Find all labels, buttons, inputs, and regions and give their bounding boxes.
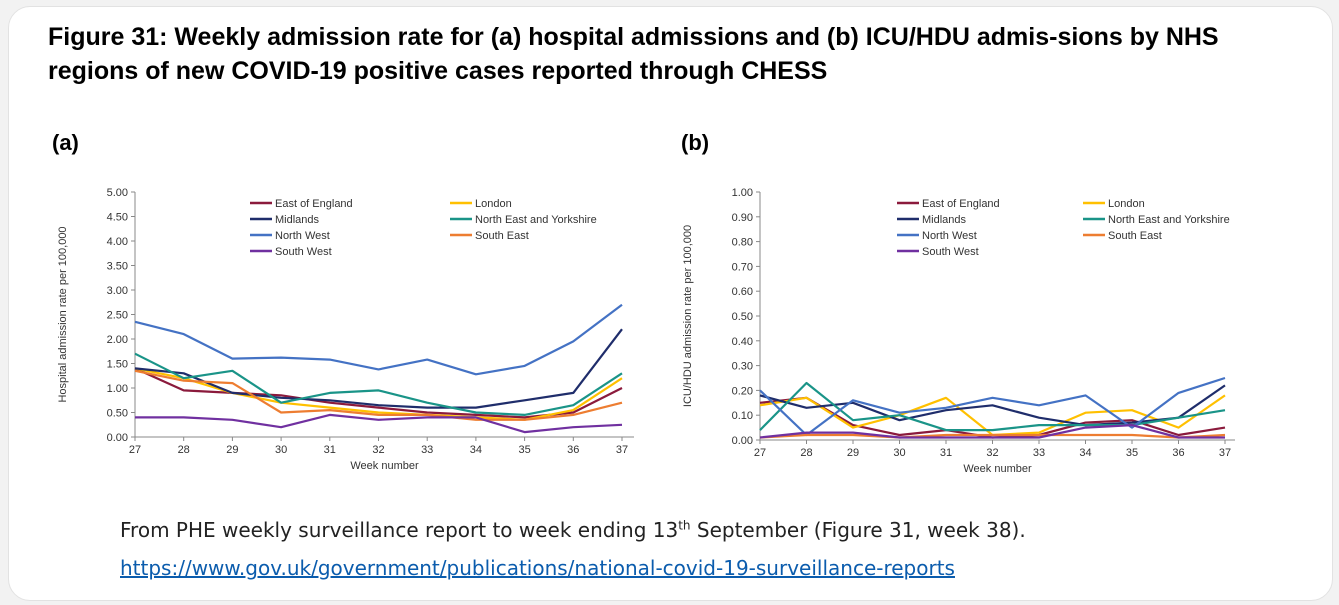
- x-axis-title: Week number: [963, 463, 1032, 475]
- x-tick-label: 37: [616, 444, 628, 456]
- y-tick-label: 1.00: [732, 187, 753, 199]
- series-line-north-west: [759, 376, 1226, 437]
- x-tick-label: 28: [178, 444, 190, 456]
- series-line-midlands: [134, 328, 623, 409]
- y-tick-label: 0.50: [732, 311, 753, 323]
- x-tick-label: 33: [421, 444, 433, 456]
- y-tick-label: 0.80: [732, 237, 753, 249]
- y-tick-label: 0.90: [732, 212, 753, 224]
- series-line-south-east: [134, 369, 623, 421]
- y-tick-label: 5.00: [107, 187, 128, 199]
- series-line-north-east-and-yorkshire: [134, 352, 623, 416]
- y-tick-label: 2.00: [107, 334, 128, 346]
- panel-label-a: (a): [52, 130, 79, 155]
- legend-label-east-of-england: East of England: [275, 198, 353, 210]
- x-tick-label: 34: [1079, 447, 1091, 459]
- legend-label-midlands: Midlands: [275, 214, 320, 226]
- series-line-london: [134, 367, 623, 421]
- legend-label-north-west: North West: [275, 230, 330, 242]
- y-tick-label: 0.50: [107, 408, 128, 420]
- legend-label-london: London: [1108, 198, 1145, 210]
- hospital-admissions-chart: 0.00 0.50 1.00 1.50 2.00 2.50 3.00 3.50 4.00 4.50…: [57, 187, 634, 472]
- series-line-midlands: [759, 384, 1226, 427]
- y-tick-label: 4.00: [107, 236, 128, 248]
- series-line-north-west: [134, 303, 623, 376]
- panel-label-b: (b): [681, 130, 710, 155]
- x-tick-label: 36: [567, 444, 579, 456]
- y-axis-title: Hospital admission rate per 100,000: [57, 226, 69, 402]
- legend-label-south-west: South West: [275, 246, 332, 258]
- y-tick-label: 0.00: [107, 432, 128, 444]
- x-tick-label: 31: [940, 447, 952, 459]
- x-tick-label: 33: [1033, 447, 1045, 459]
- x-tick-label: 35: [518, 444, 530, 456]
- x-tick-label: 29: [847, 447, 859, 459]
- y-tick-label: 0.40: [732, 336, 753, 348]
- x-tick-label: 36: [1172, 447, 1184, 459]
- legend-label-east-of-england: East of England: [922, 198, 1000, 210]
- x-tick-label: 30: [893, 447, 905, 459]
- x-tick-label: 34: [470, 444, 482, 456]
- y-axis-title: ICU/HDU admission rate per 100,000: [682, 225, 694, 407]
- x-tick-label: 32: [986, 447, 998, 459]
- y-tick-label: 4.50: [107, 212, 128, 224]
- y-tick-label: 1.50: [107, 359, 128, 371]
- legend-label-london: London: [475, 198, 512, 210]
- x-tick-label: 35: [1126, 447, 1138, 459]
- x-tick-label: 30: [275, 444, 287, 456]
- y-tick-label: 0.30: [732, 361, 753, 373]
- y-tick-label: 3.00: [107, 285, 128, 297]
- x-tick-label: 27: [129, 444, 141, 456]
- legend-label-south-east: South East: [1108, 230, 1162, 242]
- series-line-south-east: [759, 433, 1226, 439]
- x-tick-label: 27: [754, 447, 766, 459]
- series-line-north-east-and-yorkshire: [759, 381, 1226, 432]
- figure-title: Figure 31: Weekly admission rate for (a)…: [48, 23, 1219, 85]
- figure-card: [8, 6, 1333, 601]
- x-tick-label: 32: [372, 444, 384, 456]
- x-tick-label: 28: [800, 447, 812, 459]
- legend-label-south-east: South East: [475, 230, 529, 242]
- y-tick-label: 2.50: [107, 310, 128, 322]
- y-tick-label: 0.00: [732, 435, 753, 447]
- legend-label-north-east-and-yorkshire: North East and Yorkshire: [1108, 214, 1230, 226]
- y-tick-label: 1.00: [107, 383, 128, 395]
- y-tick-label: 0.20: [732, 385, 753, 397]
- source-caption: From PHE weekly surveillance report to w…: [120, 518, 1026, 542]
- caption-superscript: th: [678, 518, 691, 533]
- y-tick-label: 0.70: [732, 261, 753, 273]
- caption-text-before: From PHE weekly surveillance report to w…: [120, 518, 679, 542]
- legend-label-north-west: North West: [922, 230, 977, 242]
- x-tick-label: 29: [226, 444, 238, 456]
- legend-label-north-east-and-yorkshire: North East and Yorkshire: [475, 214, 597, 226]
- y-tick-label: 0.10: [732, 410, 753, 422]
- legend-label-midlands: Midlands: [922, 214, 967, 226]
- icu-hdu-admissions-chart: 0.00 0.10 0.20 0.30 0.40 0.50 0.60 0.70 0.80 0.90…: [682, 187, 1235, 475]
- legend-label-south-west: South West: [922, 246, 979, 258]
- x-tick-label: 37: [1219, 447, 1231, 459]
- source-link[interactable]: https://www.gov.uk/government/publicatio…: [120, 556, 955, 580]
- x-axis-title: Week number: [350, 460, 419, 472]
- y-tick-label: 3.50: [107, 261, 128, 273]
- series-line-south-west: [759, 424, 1225, 439]
- y-tick-label: 0.60: [732, 286, 753, 298]
- series-line-south-west: [135, 413, 623, 434]
- x-tick-label: 31: [324, 444, 336, 456]
- caption-text-after: September (Figure 31, week 38).: [690, 518, 1026, 542]
